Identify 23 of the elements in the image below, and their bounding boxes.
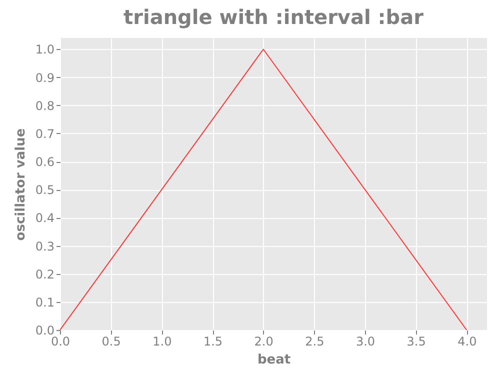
y-tick-label: 0.8 [35,98,54,113]
y-tick-label: 0.7 [35,126,54,141]
x-tick-label: 0.5 [102,334,121,348]
y-tick-label: 0.5 [35,183,54,198]
chart-title: triangle with :interval :bar [124,5,424,29]
y-tick-label: 0.1 [35,295,54,310]
x-tick-label: 2.0 [254,334,274,348]
x-tick-label: 0.0 [50,334,70,348]
x-tick-label: 1.5 [203,334,223,348]
x-tick-label: 4.0 [458,334,477,348]
y-tick-label: 0.9 [35,70,54,85]
y-tick-label: 0.4 [35,211,54,226]
y-tick-label: 0.2 [35,267,54,282]
y-tick-label: 1.0 [35,42,54,57]
y-axis-title: oscillator value [13,128,28,241]
x-tick-label: 3.0 [356,334,376,348]
y-tick-label: 0.3 [35,239,54,254]
x-tick-label: 1.0 [152,334,172,348]
y-tick-label: 0.6 [35,155,54,170]
x-tick-label: 2.5 [305,334,324,348]
y-tick-label: 0.0 [35,324,54,338]
x-axis-title: beat [257,352,291,368]
x-tick-label: 3.5 [406,334,426,348]
